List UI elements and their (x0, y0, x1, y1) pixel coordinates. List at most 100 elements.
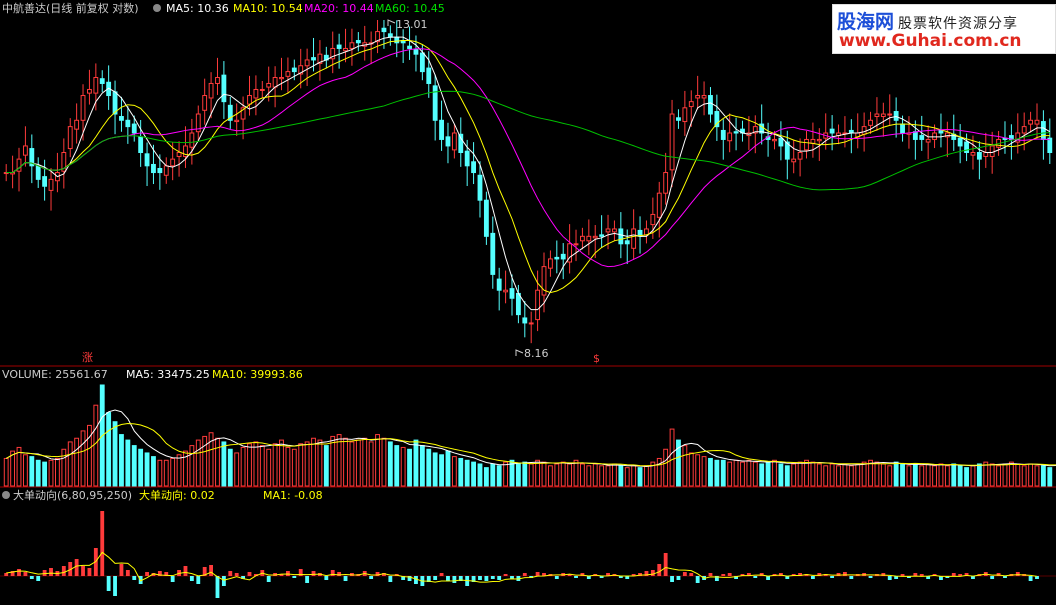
volume-bar (522, 461, 528, 487)
volume-bar (618, 465, 624, 487)
indicator-bar (606, 573, 610, 576)
volume-bar (554, 463, 560, 487)
volume-bar (906, 465, 912, 487)
indicator-bar (305, 576, 310, 583)
volume-bar (163, 459, 169, 487)
indicator-bar (695, 576, 700, 583)
volume-bar (55, 457, 60, 487)
indicator-bar (292, 576, 297, 578)
volume-bar (727, 461, 733, 487)
indicator-bar (714, 576, 719, 581)
volume-bar (874, 461, 880, 487)
volume-bar (29, 456, 35, 487)
volume-bar (688, 452, 694, 487)
candle-body (797, 152, 803, 160)
volume-bar (503, 461, 509, 487)
indicator-bar (23, 572, 28, 576)
indicator-bar (458, 576, 463, 581)
indicator-bar (490, 576, 495, 579)
volume-bar (1002, 463, 1008, 487)
ma20-label: MA20: 10.44 (304, 2, 374, 15)
indicator-bar (471, 576, 476, 582)
volume-bar (221, 441, 227, 487)
volume-bar (464, 459, 470, 487)
candle-body (407, 45, 412, 49)
volume-bar (74, 437, 80, 487)
candle-body (432, 85, 438, 121)
candle-body (605, 228, 611, 233)
indicator-bar (638, 573, 642, 576)
volume-bar (676, 439, 681, 487)
indicator-bar (843, 572, 847, 576)
indicator-bar (817, 573, 822, 576)
candle-body (784, 141, 790, 160)
candle-body (451, 132, 457, 151)
candle-body (221, 74, 227, 103)
candle-body (727, 132, 733, 142)
indicator-bar (414, 576, 418, 584)
candle-body (938, 129, 944, 134)
indicator-bar (446, 576, 450, 581)
candle-body (925, 138, 931, 143)
indicator-dot-icon[interactable] (2, 491, 10, 499)
volume-bar (202, 435, 208, 487)
volume-bar (458, 457, 464, 487)
candle-body (1034, 119, 1040, 125)
candle-body (1040, 121, 1046, 140)
volume-bar (253, 441, 259, 487)
candle-body (74, 119, 80, 130)
volume-bar (868, 459, 873, 487)
ma60-line (6, 90, 1050, 191)
indicator-bar (478, 576, 482, 580)
volume-bar (311, 437, 316, 487)
indicator-bar (554, 576, 559, 579)
candle-body (336, 44, 342, 49)
candle-body (48, 178, 54, 191)
indicator-bar (766, 576, 771, 580)
indicator-bar (503, 574, 508, 576)
candle-body (375, 31, 380, 43)
watermark-logo: 股海网 股票软件资源分享 www.Guhai.com.cn (832, 4, 1056, 54)
indicator-bar (61, 566, 66, 576)
volume-bar (323, 445, 329, 487)
volume-bar (804, 459, 809, 487)
indicator-bar (209, 565, 213, 576)
candle-body (752, 126, 758, 134)
volume-bar (983, 461, 989, 487)
volume-bar (381, 437, 387, 487)
indicator-ma1: MA1: -0.08 (263, 489, 323, 502)
candle-body (458, 133, 464, 154)
ma20-line (6, 48, 1050, 268)
candle-body (1015, 132, 1021, 143)
candle-body (880, 113, 886, 118)
volume-bar (951, 463, 957, 487)
candle-body (445, 136, 451, 147)
indicator-bar (106, 576, 111, 591)
candle-body (656, 192, 662, 218)
indicator-bar (567, 574, 572, 576)
indicator-bar (234, 573, 239, 576)
volume-bar (1008, 461, 1014, 487)
dollar-marker: $ (593, 352, 600, 365)
indicator-bar (183, 566, 188, 576)
candle-body (887, 113, 893, 116)
candle-body (919, 135, 925, 140)
volume-bar (893, 461, 899, 487)
candle-body (503, 289, 509, 293)
indicator-ma1-line (6, 551, 1038, 583)
candle-body (144, 153, 150, 167)
watermark-tagline: 股票软件资源分享 (898, 16, 1019, 32)
candle-body (496, 278, 502, 291)
indicator-bar (868, 576, 873, 578)
indicator-bar (644, 571, 649, 576)
indicator-bar (810, 576, 815, 579)
volume-bar (35, 459, 41, 487)
settings-dot-icon[interactable] (153, 4, 161, 12)
volume-bar (816, 463, 822, 487)
candle-body (67, 126, 73, 150)
indicator-bar (87, 568, 92, 576)
volume-bar (912, 463, 918, 487)
indicator-panel (4, 511, 1039, 598)
candle-body (612, 228, 617, 233)
